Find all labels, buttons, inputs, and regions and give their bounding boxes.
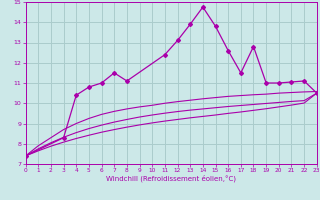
X-axis label: Windchill (Refroidissement éolien,°C): Windchill (Refroidissement éolien,°C)	[106, 175, 236, 182]
